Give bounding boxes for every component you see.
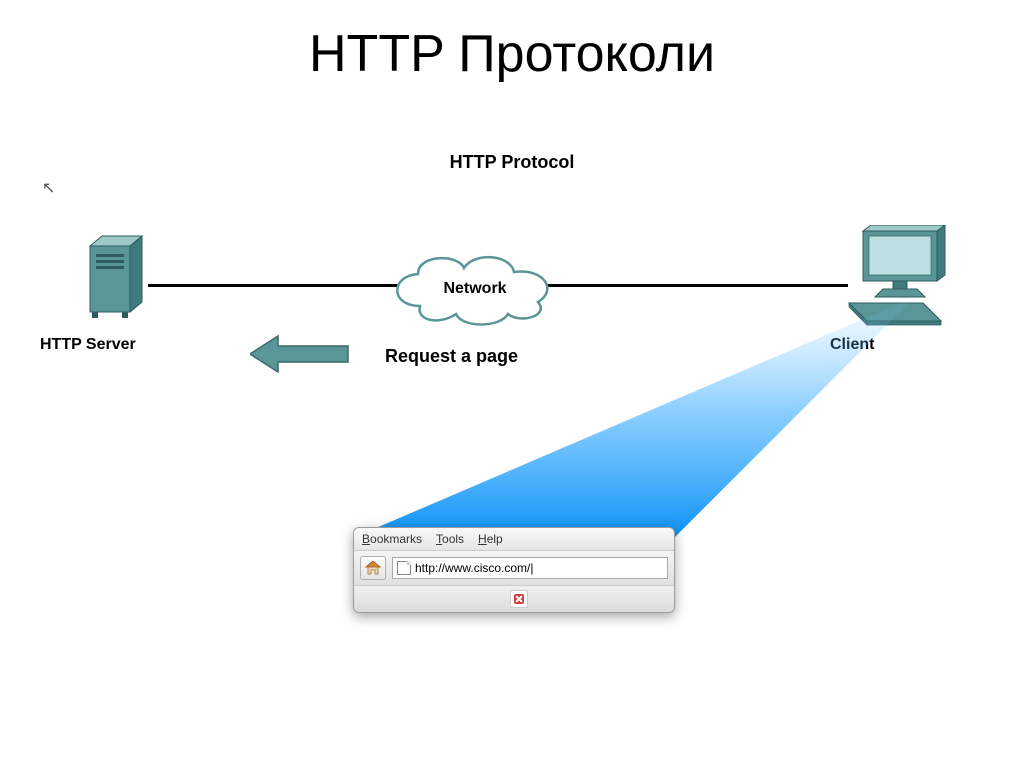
zoom-beam	[355, 302, 915, 537]
close-icon[interactable]	[510, 590, 528, 608]
server-icon	[82, 232, 152, 328]
cloud-label: Network	[443, 280, 506, 297]
menu-help[interactable]: Help	[478, 532, 503, 546]
home-icon	[365, 561, 381, 575]
cursor-icon: ↖	[42, 178, 55, 198]
url-text: http://www.cisco.com/|	[415, 561, 533, 575]
menu-tools[interactable]: Tools	[436, 532, 464, 546]
slide-title: HTTP Протоколи	[0, 24, 1024, 84]
browser-toolbar: http://www.cisco.com/|	[354, 551, 674, 585]
home-button[interactable]	[360, 556, 386, 580]
diagram-subtitle: HTTP Protocol	[0, 152, 1024, 173]
server-label: HTTP Server	[40, 336, 136, 354]
menu-bookmarks[interactable]: Bookmarks	[362, 532, 422, 546]
browser-window: Bookmarks Tools Help http://www.cisco.co…	[353, 527, 675, 613]
address-bar[interactable]: http://www.cisco.com/|	[392, 557, 668, 579]
browser-menubar: Bookmarks Tools Help	[354, 528, 674, 551]
browser-statusbar	[354, 585, 674, 612]
request-arrow-icon	[250, 334, 350, 374]
page-icon	[397, 561, 411, 575]
